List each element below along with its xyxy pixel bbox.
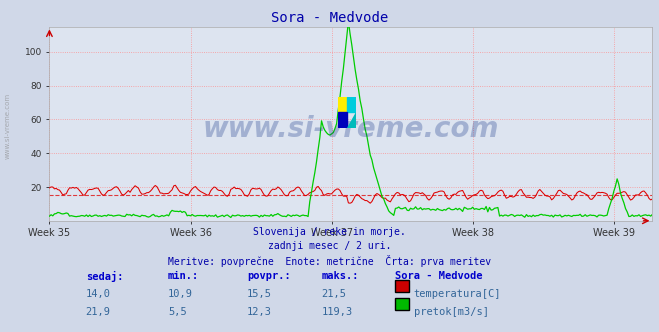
Text: 14,0: 14,0	[86, 289, 111, 299]
Polygon shape	[347, 112, 356, 128]
Text: Sora - Medvode: Sora - Medvode	[395, 271, 483, 281]
Text: maks.:: maks.:	[322, 271, 359, 281]
Text: 10,9: 10,9	[168, 289, 193, 299]
Text: Meritve: povprečne  Enote: metrične  Črta: prva meritev: Meritve: povprečne Enote: metrične Črta:…	[168, 255, 491, 267]
Text: 119,3: 119,3	[322, 307, 353, 317]
Text: 15,5: 15,5	[247, 289, 272, 299]
Text: www.si-vreme.com: www.si-vreme.com	[203, 116, 499, 143]
Text: Slovenija / reke in morje.: Slovenija / reke in morje.	[253, 227, 406, 237]
Text: temperatura[C]: temperatura[C]	[414, 289, 501, 299]
Text: 21,9: 21,9	[86, 307, 111, 317]
Text: www.si-vreme.com: www.si-vreme.com	[5, 93, 11, 159]
Text: 21,5: 21,5	[322, 289, 347, 299]
Text: Sora - Medvode: Sora - Medvode	[271, 11, 388, 25]
Text: povpr.:: povpr.:	[247, 271, 291, 281]
Text: 12,3: 12,3	[247, 307, 272, 317]
Text: 5,5: 5,5	[168, 307, 186, 317]
Bar	[347, 97, 356, 112]
Text: min.:: min.:	[168, 271, 199, 281]
Text: pretok[m3/s]: pretok[m3/s]	[414, 307, 489, 317]
Bar	[337, 112, 347, 128]
Bar	[337, 97, 347, 112]
Text: sedaj:: sedaj:	[86, 271, 123, 282]
Text: zadnji mesec / 2 uri.: zadnji mesec / 2 uri.	[268, 241, 391, 251]
